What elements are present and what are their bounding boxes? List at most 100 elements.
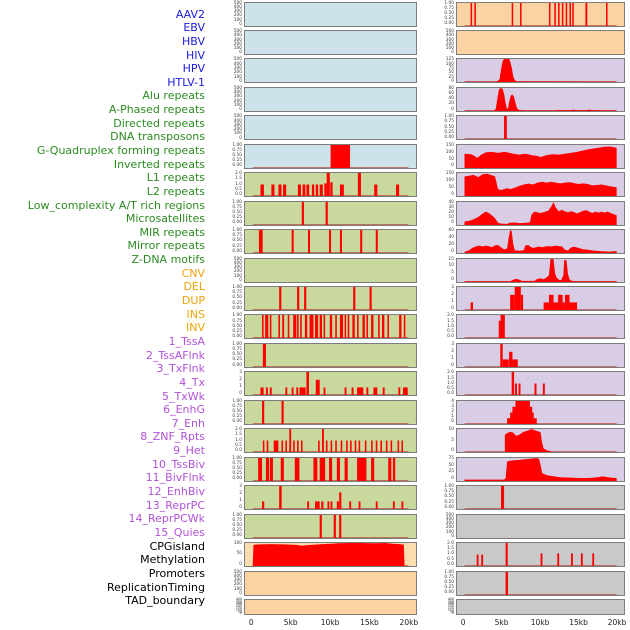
x-axis-right: 0 5kb 10kb 15kb 20kb [456, 618, 627, 629]
track-data-svg [464, 146, 617, 168]
track-data-svg [457, 600, 624, 614]
track-row: 500 400 300 200 100 0 [234, 58, 417, 84]
track-plot [243, 257, 417, 283]
track-data-svg [252, 457, 408, 481]
track-data-svg [464, 230, 617, 254]
y-axis-ticks: 500 400 300 200 100 0 [445, 512, 454, 540]
y-axis-ticks: 2.0 1.5 1.0 0.5 0.0 [447, 541, 454, 567]
y-axis-ticks: 1.00 0.75 0.50 0.25 0.00 [232, 455, 242, 482]
track-row: 2.0 1.5 1.0 0.5 0.0 [235, 171, 417, 198]
track-row: 15 10 5 0 [449, 257, 625, 283]
track-plot [455, 257, 625, 283]
y-axis-ticks: 1.00 0.75 0.50 0.25 0.00 [232, 398, 242, 425]
track-row: 1.00 0.75 0.50 0.25 0.00 [232, 200, 417, 226]
track-plot [455, 1, 625, 27]
track-plot [243, 342, 417, 368]
track-label: HIV [185, 48, 205, 62]
track-data-svg [252, 343, 408, 367]
y-axis-ticks: 400 350 300 250 200 150 100 50 0 [447, 596, 454, 616]
track-label: HPV [182, 62, 205, 76]
x-axis-tick: 5kb [494, 618, 509, 627]
track-data-svg [245, 31, 416, 54]
track-data-svg [464, 343, 617, 367]
track-plot [455, 399, 625, 425]
track-row: 40 30 20 10 0 [449, 200, 625, 226]
track-row: 500 400 300 200 100 0 [234, 257, 417, 283]
track-label: MIR repeats [139, 225, 205, 239]
track-label: Alu repeats [142, 89, 205, 103]
track-plot [243, 200, 417, 226]
track-plot [455, 143, 625, 169]
track-row: 75 50 25 0 [449, 456, 625, 482]
track-data-svg [464, 201, 617, 225]
y-axis-ticks: 1.00 0.75 0.50 0.25 0.00 [232, 313, 242, 340]
track-label: 14_ReprPCWk [128, 512, 205, 526]
track-plot [455, 598, 625, 615]
track-row: 1.00 0.75 0.50 0.25 0.00 [232, 513, 417, 539]
y-axis-ticks: 1.00 0.75 0.50 0.25 0.00 [444, 569, 454, 596]
track-data-svg [252, 543, 408, 567]
track-data-svg [464, 173, 617, 197]
track-row: 1.00 0.75 0.50 0.25 0.00 [232, 399, 417, 425]
track-plot [455, 342, 625, 368]
track-label: 10_TssBiv [152, 457, 205, 471]
track-plot [243, 570, 417, 596]
y-axis-ticks: 1.00 0.75 0.50 0.25 0.00 [232, 199, 242, 226]
track-data-svg [464, 457, 617, 481]
track-label: CNV [181, 266, 205, 280]
y-axis-ticks: 150 100 50 0 [445, 171, 454, 197]
x-axis-tick: 0 [460, 618, 466, 627]
track-row: 150 100 50 0 [446, 143, 625, 169]
track-row: 400 350 300 250 200 150 100 50 0 [448, 598, 625, 615]
y-axis-ticks: 125 100 75 50 25 0 [445, 57, 454, 84]
track-row: 500 400 300 200 100 0 [234, 1, 417, 27]
track-row: 500 400 300 200 100 0 [446, 29, 625, 55]
y-axis-ticks: 1.00 0.75 0.50 0.25 0.00 [444, 0, 454, 27]
track-row: 10 5 0 [449, 427, 625, 454]
track-plot [243, 229, 417, 255]
track-data-svg [464, 87, 617, 111]
y-axis-ticks: 500 400 300 200 100 0 [233, 256, 242, 284]
y-axis-ticks: 1.00 0.75 0.50 0.25 0.00 [232, 341, 242, 368]
track-label: 13_ReprPC [145, 498, 205, 512]
y-axis-ticks: 80 60 40 20 0 [448, 85, 454, 112]
track-row: 150 100 50 0 [446, 171, 625, 198]
y-axis-ticks: 100 50 0 [233, 541, 242, 567]
track-data-svg [252, 315, 408, 339]
y-axis-ticks: 75 50 25 0 [448, 455, 454, 482]
y-axis-ticks: 500 400 300 200 100 0 [445, 28, 454, 56]
track-data-svg [252, 201, 408, 225]
track-row: 500 400 300 200 100 0 [234, 570, 417, 596]
track-data-svg [457, 31, 624, 54]
y-axis-ticks: 1.00 0.75 0.50 0.25 0.00 [444, 114, 454, 140]
track-label: 6_EnhG [163, 403, 205, 417]
track-row: 500 400 300 200 100 0 [446, 513, 625, 539]
track-plot [243, 485, 417, 511]
track-plot [243, 371, 417, 397]
track-plot [455, 428, 625, 454]
y-axis-ticks: 60 40 20 0 [448, 228, 454, 254]
track-data-svg [464, 116, 617, 140]
y-axis-ticks: 500 400 300 200 100 0 [233, 569, 242, 596]
track-row: 125 100 75 50 25 0 [446, 58, 625, 84]
track-label: INS [186, 307, 205, 321]
track-label: HBV [181, 34, 205, 48]
track-label: DUP [181, 294, 205, 308]
track-row: 1.00 0.75 0.50 0.25 0.00 [444, 114, 625, 141]
track-label: 3_TxFlnk [156, 362, 205, 376]
track-data-svg [464, 315, 617, 339]
track-data-svg [464, 2, 617, 26]
track-data-svg [464, 571, 617, 595]
track-data-svg [245, 88, 416, 111]
x-axis-tick: 20kb [607, 618, 627, 627]
y-axis-ticks: 2.0 1.5 1.0 0.5 0.0 [447, 370, 454, 397]
track-row: 1.00 0.75 0.50 0.25 0.00 [444, 570, 625, 596]
y-axis-ticks: 1.00 0.75 0.50 0.25 0.00 [444, 484, 454, 510]
y-axis-ticks: 10 5 0 [448, 427, 454, 453]
